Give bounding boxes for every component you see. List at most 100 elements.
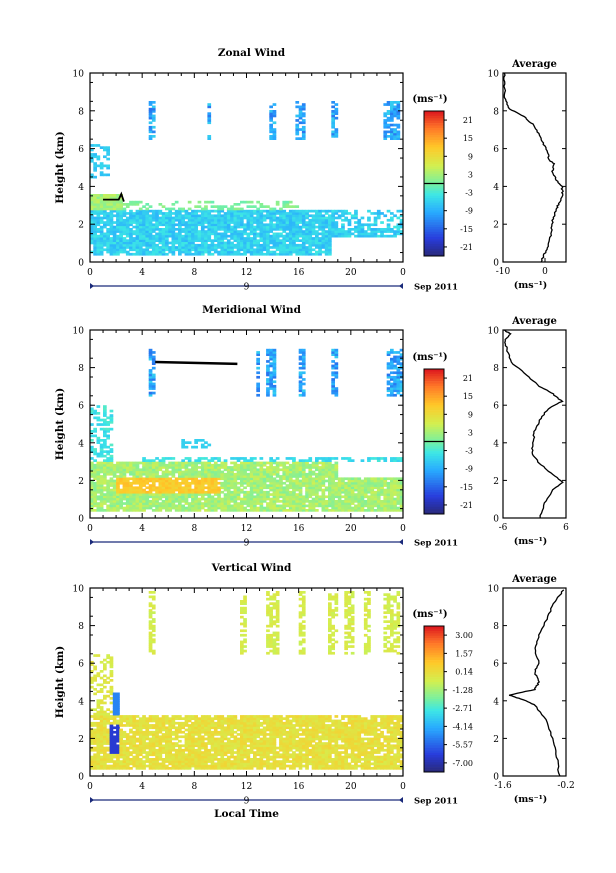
heatmap-cell — [220, 243, 225, 247]
heatmap-cell — [138, 730, 143, 734]
heatmap-cell — [288, 509, 293, 512]
heatmap-cell — [161, 221, 166, 224]
heatmap-cell — [288, 497, 293, 501]
heatmap-cell — [207, 495, 212, 499]
heatmap-cell — [106, 212, 110, 215]
heatmap-cell — [396, 105, 401, 109]
heatmap-cell — [217, 457, 221, 460]
heatmap-cell — [213, 472, 218, 476]
heatmap-cell — [184, 214, 189, 218]
heatmap-cell — [328, 457, 332, 460]
heatmap-cell — [367, 218, 371, 222]
heatmap-cell — [220, 209, 225, 213]
heatmap-cell — [399, 371, 404, 375]
heatmap-cell — [285, 221, 290, 224]
heatmap-cell — [370, 477, 375, 481]
heatmap-cell — [194, 466, 198, 469]
heatmap-cell — [390, 378, 394, 381]
heatmap-cell — [292, 504, 296, 508]
heatmap-cell — [367, 225, 371, 229]
heatmap-cell — [158, 479, 163, 483]
heatmap-cell — [386, 366, 391, 370]
heatmap-cell — [341, 481, 345, 485]
heatmap-cell — [135, 237, 140, 240]
heatmap-cell — [138, 228, 143, 231]
heatmap-cell — [90, 250, 94, 254]
colorbar-segment — [424, 185, 444, 189]
average-y-tick-label: 10 — [488, 327, 500, 337]
heatmap-cell — [125, 497, 130, 501]
heatmap-cell — [233, 243, 238, 247]
heatmap-cell — [399, 209, 404, 213]
heatmap-cell — [350, 228, 355, 231]
heatmap-cell — [341, 495, 345, 499]
average-x-tick-label: 6 — [563, 523, 569, 533]
heatmap-cell — [161, 239, 166, 242]
colorbar-segment — [424, 193, 444, 196]
heatmap-cell — [236, 248, 241, 252]
heatmap-cell — [109, 209, 114, 213]
heatmap-cell — [373, 221, 378, 224]
heatmap-cell — [288, 216, 293, 220]
heatmap-cell — [288, 223, 293, 227]
heatmap-cell — [328, 495, 332, 499]
heatmap-cell — [331, 477, 335, 481]
heatmap-cell — [334, 112, 339, 115]
heatmap-cell — [217, 232, 221, 236]
heatmap-cell — [334, 232, 339, 236]
heatmap-cell — [148, 209, 153, 213]
heatmap-cell — [269, 116, 273, 120]
heatmap-cell — [275, 500, 280, 503]
heatmap-cell — [246, 461, 251, 465]
heatmap-cell — [112, 252, 117, 256]
heatmap-cell — [233, 481, 238, 485]
heatmap-cell — [324, 209, 329, 213]
heatmap-cell — [217, 243, 221, 247]
heatmap-cell — [106, 490, 110, 494]
heatmap-cell — [337, 504, 342, 508]
heatmap-cell — [207, 248, 212, 252]
heatmap-cell — [142, 241, 146, 245]
heatmap-cell — [174, 509, 179, 512]
heatmap-cell — [295, 130, 300, 134]
heatmap-cell — [132, 746, 137, 750]
heatmap-cell — [256, 484, 260, 487]
heatmap-cell — [99, 448, 104, 451]
heatmap-cell — [109, 409, 114, 413]
heatmap-cell — [200, 490, 205, 494]
heatmap-cell — [266, 495, 270, 499]
heatmap-cell — [148, 461, 153, 465]
heatmap-cell — [119, 212, 123, 215]
heatmap-cell — [174, 495, 179, 499]
heatmap-cell — [103, 207, 107, 211]
heatmap-cell — [103, 463, 107, 467]
heatmap-cell — [360, 486, 365, 490]
heatmap-cell — [321, 481, 326, 485]
heatmap-cell — [184, 250, 189, 254]
heatmap-cell — [223, 502, 228, 505]
heatmap-cell — [376, 484, 381, 487]
heatmap-cell — [334, 472, 339, 476]
heatmap-cell — [253, 237, 257, 240]
heatmap-cell — [168, 509, 172, 512]
heatmap-cell — [99, 209, 104, 213]
colorbar-segment — [424, 195, 444, 199]
heatmap-cell — [103, 423, 107, 426]
heatmap-cell — [151, 375, 156, 379]
heatmap-cell — [373, 234, 378, 238]
average-x-tick-label: 0 — [542, 267, 548, 277]
heatmap-cell — [122, 760, 127, 763]
heatmap-cell — [298, 246, 303, 249]
heatmap-cell — [230, 486, 234, 490]
heatmap-cell — [220, 250, 225, 254]
colorbar-segment — [424, 419, 444, 423]
heatmap-cell — [315, 479, 319, 483]
colorbar-segment — [424, 159, 444, 163]
heatmap-cell — [148, 135, 153, 138]
heatmap-cell — [259, 463, 264, 467]
heatmap-cell — [243, 250, 247, 254]
heatmap-cell — [292, 205, 296, 208]
heatmap-cell — [272, 391, 277, 395]
heatmap-cell — [125, 461, 130, 465]
heatmap-cell — [308, 209, 313, 213]
